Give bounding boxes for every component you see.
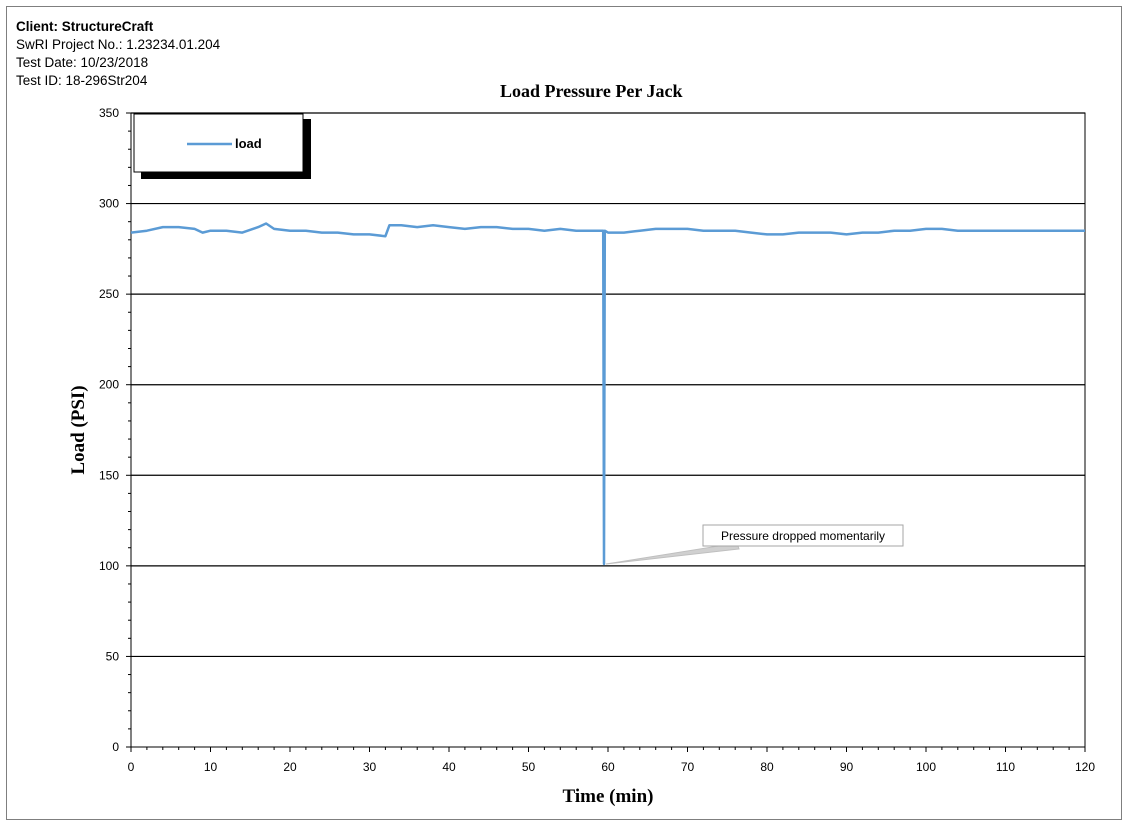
x-tick-label-30: 30 [363, 760, 377, 774]
x-tick-label-70: 70 [681, 760, 695, 774]
x-tick-label-100: 100 [916, 760, 936, 774]
axes [126, 112, 1086, 752]
series-line-load [130, 222, 1085, 566]
project-number-label: SwRI Project No.: 1.23234.01.204 [16, 37, 221, 52]
x-tick-label-60: 60 [601, 760, 615, 774]
gridlines [131, 112, 1085, 658]
tick-labels: 0 50 100 150 200 250 300 350 0 10 20 30 40 50 60 70 80 90… [99, 106, 1095, 774]
x-tick-label-50: 50 [522, 760, 536, 774]
x-tick-label-20: 20 [283, 760, 297, 774]
y-tick-label-50: 50 [106, 649, 120, 663]
x-tick-label-0: 0 [128, 760, 135, 774]
legend-label-load: load [235, 136, 262, 151]
annotation-box [702, 524, 904, 547]
plot-area-border [130, 112, 1086, 748]
y-tick-label-250: 250 [99, 287, 119, 301]
y-tick-label-100: 100 [99, 559, 119, 573]
y-tick-label-200: 200 [99, 378, 119, 392]
client-label: Client: StructureCraft [16, 19, 154, 34]
y-axis-title: Load (PSI) [68, 385, 89, 474]
test-id-label: Test ID: 18-296Str204 [16, 73, 148, 88]
x-tick-label-80: 80 [760, 760, 774, 774]
y-tick-label-350: 350 [99, 106, 119, 120]
x-axis-title: Time (min) [563, 786, 654, 807]
x-tick-label-10: 10 [204, 760, 218, 774]
test-date-label: Test Date: 10/23/2018 [16, 55, 149, 70]
annotation-layer: Pressure dropped momentarily [605, 524, 904, 565]
x-tick-label-120: 120 [1075, 760, 1095, 774]
series-layer [130, 222, 1085, 566]
y-tick-label-300: 300 [99, 197, 119, 211]
annotation-text: Pressure dropped momentarily [721, 529, 885, 543]
test-info-block: Client: StructureCraft SwRI Project No.:… [16, 18, 220, 90]
legend: load [133, 113, 311, 179]
x-tick-label-90: 90 [840, 760, 854, 774]
y-tick-label-0: 0 [112, 740, 119, 754]
x-tick-label-40: 40 [442, 760, 456, 774]
x-tick-label-110: 110 [996, 760, 1015, 774]
chart-frame [6, 6, 1122, 820]
y-tick-label-150: 150 [99, 468, 119, 482]
chart-title: Load Pressure Per Jack [500, 81, 683, 101]
